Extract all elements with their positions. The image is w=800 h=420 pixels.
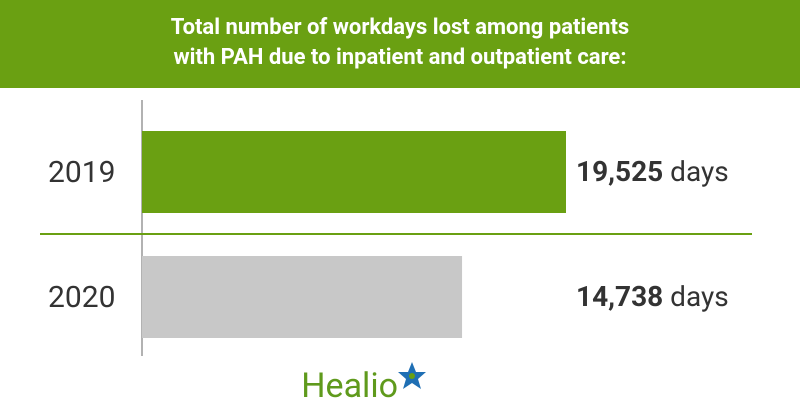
value-unit: days (670, 155, 729, 188)
category-label: 2020 (48, 280, 115, 315)
bar (142, 256, 463, 338)
value-label: 14,738 days (576, 280, 729, 313)
logo: Healio (301, 362, 426, 406)
category-label: 2019 (48, 155, 115, 190)
value-label: 19,525 days (576, 155, 729, 188)
value-number: 14,738 (576, 280, 663, 313)
value-number: 19,525 (576, 155, 663, 188)
value-unit: days (670, 280, 729, 313)
chart-title: with PAH due to inpatient and outpatient… (173, 45, 626, 70)
chart-title: Total number of workdays lost among pati… (171, 15, 629, 40)
header-band (0, 0, 800, 88)
bar (142, 131, 566, 213)
logo-text: Healio (301, 366, 398, 406)
logo-star (398, 362, 426, 389)
